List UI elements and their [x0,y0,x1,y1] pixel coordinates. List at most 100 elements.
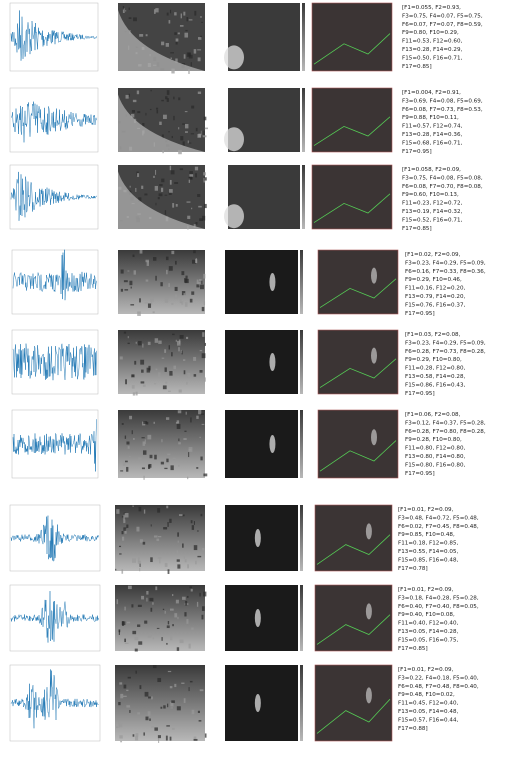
spectrogram-noise [199,279,202,281]
spectrogram-noise [184,33,188,38]
spectrogram-noise [159,184,162,186]
figure: [F1=0.055, F2=0.93,F3=0.75, F4=0.07, F5=… [0,0,506,757]
spectrogram-noise [164,349,166,353]
spectrogram-noise [156,539,159,542]
colorbar [300,585,303,651]
spectrogram-noise [175,287,178,291]
feature-text: F3=0.48, F4=0.72, F5=0.48, [398,515,479,521]
spectrogram-noise [200,457,202,461]
spectrogram-noise [180,136,183,140]
spectrogram-noise [133,438,135,440]
spectrogram-noise [185,30,187,31]
feature-text: [F1=0.01, F2=0.09, [398,507,454,513]
spectrogram-noise [148,711,151,716]
spectrogram-noise [136,342,137,344]
spectrogram-noise [183,438,186,440]
masked-spectrogram [225,330,298,394]
spectrogram-noise [171,303,173,305]
spectrogram-noise [186,412,187,415]
spectrogram-noise [155,170,156,175]
masked-spectrogram [225,410,298,478]
spectrogram-noise [172,136,173,138]
spectrogram-noise [205,343,206,346]
spectrogram-noise [182,350,183,354]
waveform [11,591,99,643]
spectrogram-noise [170,635,172,640]
spectrogram-noise [172,624,174,626]
spectrogram-noise [178,541,179,543]
waveform [13,419,97,471]
spectrogram-noise [141,381,145,383]
spectrogram-noise [171,352,173,356]
spectrogram-noise [133,100,137,102]
spectrogram-noise [131,604,133,607]
spectrogram-noise [204,301,205,305]
spectrogram-noise [155,338,158,343]
spectrogram-noise [185,131,188,133]
feature-text: [F1=0.02, F2=0.09, [405,252,461,258]
spectrogram-noise [166,43,169,47]
spectrogram-noise [204,177,206,180]
spectrogram-noise [176,600,179,604]
spectrogram-noise [180,335,184,339]
spectrogram-noise [196,284,199,287]
spectrogram-noise [202,424,205,425]
spectrogram-noise [202,332,204,337]
spectrogram-noise [146,591,148,595]
spectrogram-noise [133,734,135,736]
feature-text: F13=0.80, F14=0.80, [405,454,466,460]
spectrogram-noise [198,57,201,61]
spectrogram-noise [121,289,123,292]
spectrogram-noise [203,172,206,175]
spectrogram-noise [179,514,183,516]
spectrogram-noise [122,621,126,625]
spectrogram-noise [202,353,206,358]
masked-energy [269,435,275,453]
spectrogram-noise [177,341,181,346]
spectrogram-noise [118,702,120,705]
spectrogram-noise [166,725,170,726]
spectrogram-noise [156,369,158,371]
masked-energy [224,45,244,69]
spectrogram-noise [166,417,169,420]
spectrogram-noise [185,111,188,112]
spectrogram-noise [161,179,164,183]
masked-spectrogram [225,250,298,314]
spectrogram-noise [132,631,136,634]
spectrogram-noise [194,521,195,525]
feature-text: F11=0.45, F12=0.40, [398,701,459,707]
spectrogram-noise [125,461,128,463]
spectrogram-noise [129,17,132,19]
spectrogram-noise [175,261,177,265]
spectrogram-noise [197,602,198,607]
spectrogram-noise [176,204,178,207]
colorbar [302,165,305,229]
spectrogram-noise [177,647,179,651]
feature-text: F15=0.57, F16=0.44, [398,717,459,723]
spectrogram-noise [143,476,144,480]
feature-text: F3=0.18, F4=0.28, F5=0.28, [398,595,479,601]
spectrogram-noise [174,613,177,617]
spectrogram-noise [144,621,147,624]
spectrogram-noise [196,467,198,469]
spectrogram-noise [125,379,127,384]
spectrogram-noise [191,106,194,109]
spectrogram-noise [137,712,140,714]
masked-energy [224,127,244,151]
spectrogram-noise [160,707,162,709]
spectrogram-noise [165,210,166,215]
spectrogram-noise [161,462,164,465]
spectrogram-noise [137,624,140,626]
spectrogram-noise [191,589,193,592]
spectrogram-noise [146,598,147,602]
masked-spectrogram [225,665,298,741]
spectrogram-noise [174,684,176,687]
spectrogram-noise [142,344,143,348]
spectrogram-noise [167,98,169,102]
spectrogram-noise [173,458,176,459]
spectrogram-noise [176,340,177,342]
spectrogram-noise [154,422,155,424]
overlay-spectrogram [312,165,392,229]
spectrogram-noise [198,711,200,713]
spectrogram-noise [161,188,163,192]
